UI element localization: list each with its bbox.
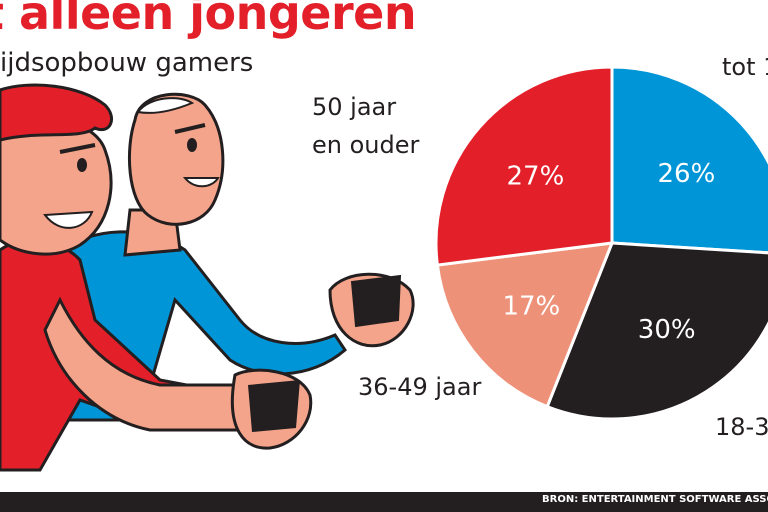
gamers-illustration <box>0 83 415 472</box>
slice-label-18: 18-3 <box>715 413 768 441</box>
red-haired-gamer-icon <box>0 83 313 472</box>
page-title: t alleen jongeren <box>0 0 417 40</box>
slice-label-50-line1: 50 jaar <box>312 93 397 121</box>
slice-label-50-line2: en ouder <box>312 131 420 159</box>
source-bar: BRON: ENTERTAINMENT SOFTWARE ASSOC <box>0 492 768 512</box>
pie-slice-1 <box>545 241 768 421</box>
pie-slice-value-3: 27% <box>507 161 565 191</box>
slice-label-36-49: 36-49 jaar <box>358 373 482 401</box>
slice-label-tot: tot 1 <box>722 53 768 81</box>
pie-slice-value-0: 26% <box>658 159 716 189</box>
pie-slice-0 <box>610 65 768 255</box>
source-text: BRON: ENTERTAINMENT SOFTWARE ASSOC <box>542 494 768 505</box>
pie-slice-value-2: 17% <box>502 292 560 322</box>
game-controller-icon <box>350 274 402 328</box>
pie-slice-value-1: 30% <box>638 315 696 345</box>
page-subtitle: ijdsopbouw gamers <box>0 48 254 78</box>
